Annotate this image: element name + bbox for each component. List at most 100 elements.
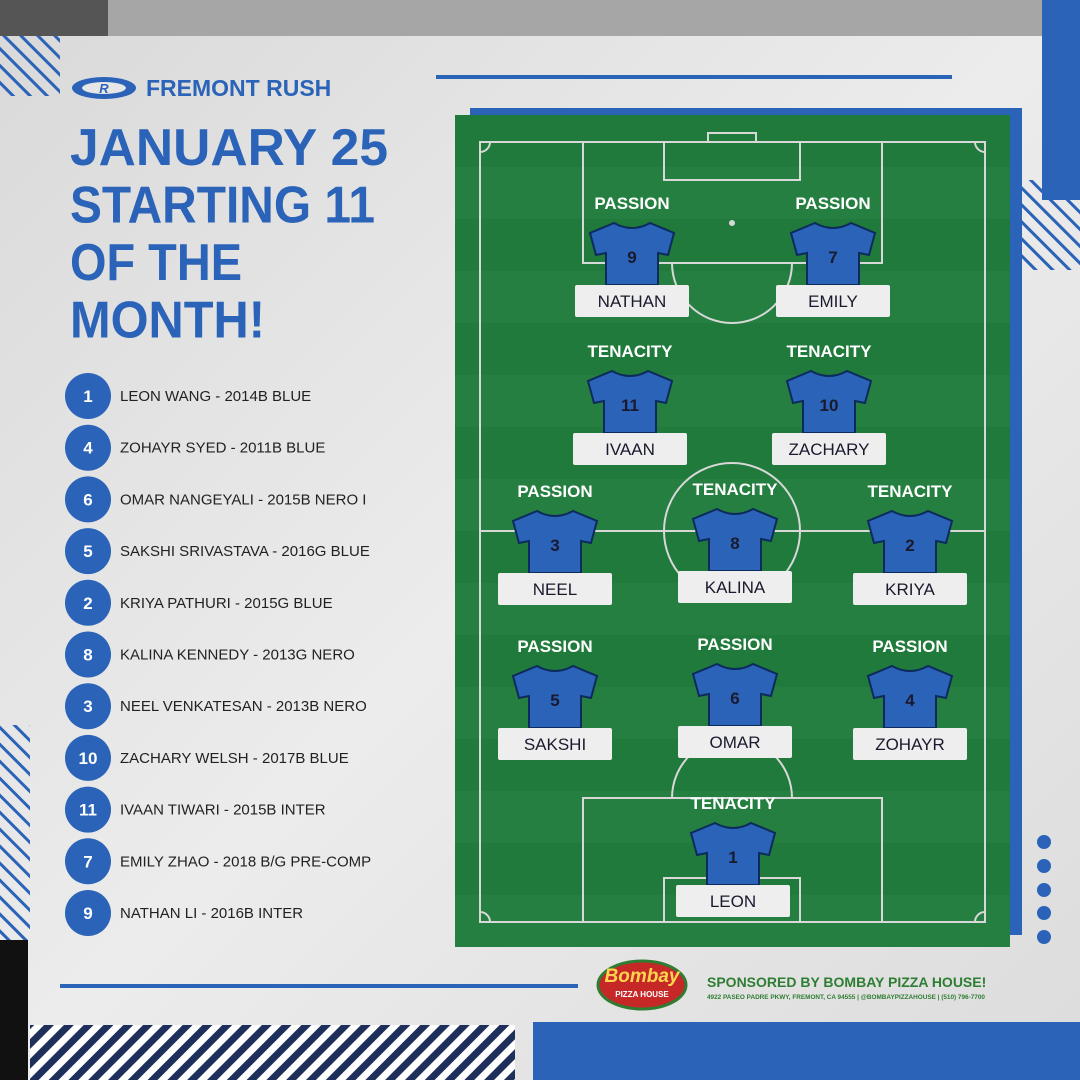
roster-badge	[65, 476, 111, 523]
sponsor-title: SPONSORED BY BOMBAY PIZZA HOUSE!	[707, 974, 986, 990]
jersey-number: 6	[730, 689, 739, 708]
jersey	[586, 369, 674, 434]
sponsor-details: 4922 PASEO PADRE PKWY, FREMONT, CA 94555…	[707, 994, 985, 1001]
name-box	[853, 573, 967, 605]
title-line: STARTING 11	[70, 177, 375, 235]
roster-number: 5	[83, 542, 92, 561]
award: TENACITY	[691, 794, 777, 813]
bottom-block	[533, 1022, 1080, 1080]
player-name: NEEL	[533, 580, 577, 599]
roster-number: 7	[83, 852, 92, 871]
player-name: ZOHAYR	[875, 735, 945, 754]
roster-entry: KRIYA PATHURI - 2015G BLUE	[120, 595, 333, 612]
sponsor-logo: Bombay PIZZA HOUSE	[596, 959, 688, 1011]
roster-entry: ZOHAYR SYED - 2011B BLUE	[120, 440, 325, 457]
jersey	[511, 509, 599, 574]
dots	[1037, 835, 1051, 944]
field-band	[455, 271, 1010, 323]
roster-number: 2	[83, 594, 92, 613]
roster: 1 LEON WANG - 2014B BLUE 4 ZOHAYR SYED - 20…	[65, 373, 371, 936]
roster-badge	[65, 890, 111, 936]
award: PASSION	[697, 635, 772, 654]
decor-block	[0, 940, 28, 1080]
roster-entry: SAKSHI SRIVASTAVA - 2016G BLUE	[120, 543, 370, 560]
roster-number: 3	[83, 697, 92, 716]
roster-entry: LEON WANG - 2014B BLUE	[120, 388, 311, 405]
award: TENACITY	[868, 482, 954, 501]
roster-badge	[65, 734, 111, 781]
roster-number: 4	[83, 439, 93, 458]
roster-entry: IVAAN TIWARI - 2015B INTER	[120, 802, 326, 819]
jersey-number: 5	[550, 691, 559, 710]
jersey	[691, 662, 779, 727]
roster-entry: NATHAN LI - 2016B INTER	[120, 905, 303, 922]
jersey	[866, 509, 954, 574]
jersey-number: 9	[627, 248, 636, 267]
roster-entry: EMILY ZHAO - 2018 B/G PRE-COMP	[120, 853, 371, 870]
field-band	[455, 167, 1010, 219]
jersey-number: 3	[550, 536, 559, 555]
roster-entry: KALINA KENNEDY - 2013G NERO	[120, 647, 355, 664]
jersey-number: 4	[905, 691, 915, 710]
field-band	[455, 375, 1010, 427]
player-name: KALINA	[705, 578, 766, 597]
decor-stripes	[0, 725, 30, 940]
lineup: PASSION 9 NATHAN PASSION 7 EMILY TENACITY 11 IVA…	[498, 194, 967, 917]
player-name: EMILY	[808, 292, 858, 311]
jersey	[689, 821, 777, 886]
name-box	[776, 285, 890, 317]
roster-badge	[65, 579, 111, 626]
decor-stripes	[30, 1025, 515, 1080]
roster-number: 1	[83, 387, 92, 406]
award: TENACITY	[693, 480, 779, 499]
award: TENACITY	[787, 342, 873, 361]
player-name: ZACHARY	[789, 440, 870, 459]
jersey-number: 1	[728, 848, 737, 867]
jersey-number: 7	[828, 248, 837, 267]
award: PASSION	[517, 482, 592, 501]
name-box	[772, 433, 886, 465]
player-name: LEON	[710, 892, 756, 911]
jersey	[511, 664, 599, 729]
top-bar-dark	[0, 0, 108, 36]
roster-number: 10	[79, 749, 98, 768]
roster-entry: OMAR NANGEYALI - 2015B NERO I	[120, 491, 366, 508]
jersey-number: 8	[730, 534, 739, 553]
title-line: MONTH!	[70, 292, 265, 350]
award: PASSION	[872, 637, 947, 656]
jersey	[588, 221, 676, 286]
award: PASSION	[594, 194, 669, 213]
roster-badge	[65, 631, 111, 678]
roster-number: 8	[83, 646, 92, 665]
name-box	[575, 285, 689, 317]
roster-number: 11	[79, 801, 97, 820]
jersey	[785, 369, 873, 434]
name-box	[676, 885, 790, 917]
name-box	[498, 573, 612, 605]
player-name: KRIYA	[885, 580, 935, 599]
roster-entry: NEEL VENKATESAN - 2013B NERO	[120, 698, 367, 715]
roster-number: 6	[83, 490, 92, 509]
award: PASSION	[517, 637, 592, 656]
penalty-spot	[729, 220, 735, 226]
jersey	[866, 664, 954, 729]
award: TENACITY	[588, 342, 674, 361]
roster-badge	[65, 683, 111, 730]
roster-badge	[65, 786, 111, 833]
jersey	[789, 221, 877, 286]
name-box	[678, 726, 792, 758]
player-name: IVAAN	[605, 440, 655, 459]
award: PASSION	[795, 194, 870, 213]
title-line: OF THE	[70, 234, 242, 292]
roster-badge	[65, 528, 111, 575]
name-box	[573, 433, 687, 465]
jersey-number: 11	[621, 396, 639, 415]
brand-name: FREMONT RUSH	[146, 75, 331, 101]
player-name: SAKSHI	[524, 735, 586, 754]
sponsor-logo-name: Bombay	[605, 966, 681, 987]
decor-stripes	[1020, 180, 1080, 270]
name-box	[853, 728, 967, 760]
brand-logo: R	[72, 77, 136, 99]
